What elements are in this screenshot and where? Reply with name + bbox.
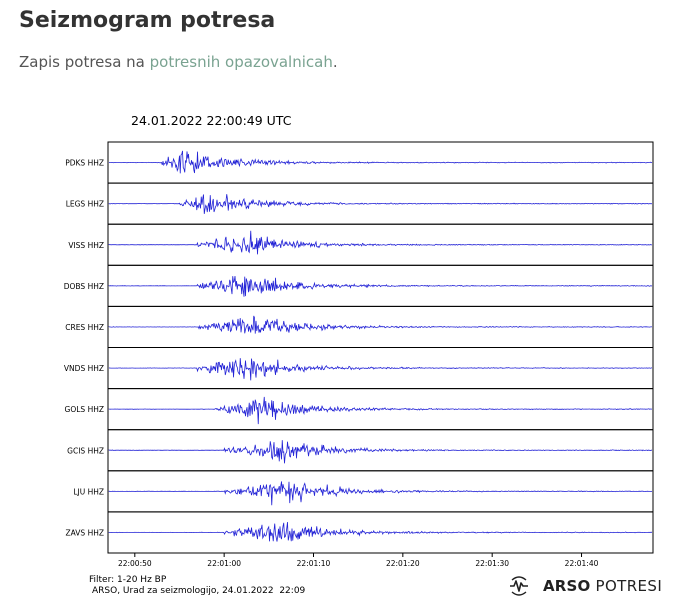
trace-panel: VISS HHZ [68,223,654,266]
trace-panel: ZAVS HHZ [66,511,654,554]
logo-arso: ARSO [543,577,591,595]
station-label: VNDS HHZ [64,364,104,373]
waveform-trace [108,481,653,506]
waveform-trace [108,396,653,425]
x-tick-label: 22:01:40 [565,559,599,568]
trace-panel: PDKS HHZ [65,141,654,184]
trace-panel: DOBS HHZ [64,264,654,307]
station-label: GCIS HHZ [67,446,104,455]
credit-note: ARSO, Urad za seizmologijo, 24.01.2022 2… [92,586,306,596]
arso-logo[interactable]: ARSO POTRESI [508,573,662,599]
page-title: Seizmogram potresa [19,8,276,33]
waveform-trace [108,150,653,174]
logo-potresi: POTRESI [595,577,663,595]
trace-panel: VNDS HHZ [64,347,654,390]
station-label: GOLS HHZ [65,405,104,414]
x-tick-label: 22:01:30 [475,559,509,568]
trace-panel: LEGS HHZ [66,182,654,225]
waveform-trace [108,275,653,297]
seismogram-figure: 24.01.2022 22:00:49 UTC PDKS HHZ LEGS HHZ… [0,100,691,605]
trace-panel: GOLS HHZ [65,388,654,431]
trace-panel: LJU HHZ [73,470,654,513]
trace-panel: GCIS HHZ [67,429,654,472]
waveform-trace [108,194,653,214]
x-tick-label: 22:01:10 [297,559,331,568]
x-tick-label: 22:01:20 [386,559,420,568]
seismogram-chart: 24.01.2022 22:00:49 UTC PDKS HHZ LEGS HHZ… [64,113,654,568]
intro-text: Zapis potresa na potresnih opazovalnicah… [19,53,338,71]
time-axis: 22:00:50 22:01:00 22:01:10 22:01:20 22:01:30… [118,553,599,568]
station-label: PDKS HHZ [65,159,104,168]
x-tick-label: 22:01:00 [207,559,241,568]
waveform-trace [108,440,652,464]
x-tick-label: 22:00:50 [118,559,152,568]
station-label: ZAVS HHZ [66,528,104,537]
chart-title: 24.01.2022 22:00:49 UTC [131,113,292,128]
waveform-trace [108,358,653,381]
intro-after: . [332,53,338,71]
trace-panels: PDKS HHZ LEGS HHZ VISS HHZ DOBS HHZ CRES HHZ… [64,141,654,554]
stations-link[interactable]: potresnih opazovalnicah [149,53,333,71]
station-label: CRES HHZ [65,323,104,332]
trace-panel: CRES HHZ [65,305,654,348]
station-label: LJU HHZ [73,487,104,496]
waveform-trace [108,315,653,334]
station-label: LEGS HHZ [66,200,104,209]
panel-frame [107,511,654,554]
intro-before: Zapis potresa na [19,53,150,71]
station-label: VISS HHZ [68,241,104,250]
waveform-trace [108,230,653,255]
waveform-trace [108,522,653,542]
station-label: DOBS HHZ [64,282,104,291]
seismo-wave-icon [510,576,528,596]
filter-note: Filter: 1-20 Hz BP [89,575,167,585]
